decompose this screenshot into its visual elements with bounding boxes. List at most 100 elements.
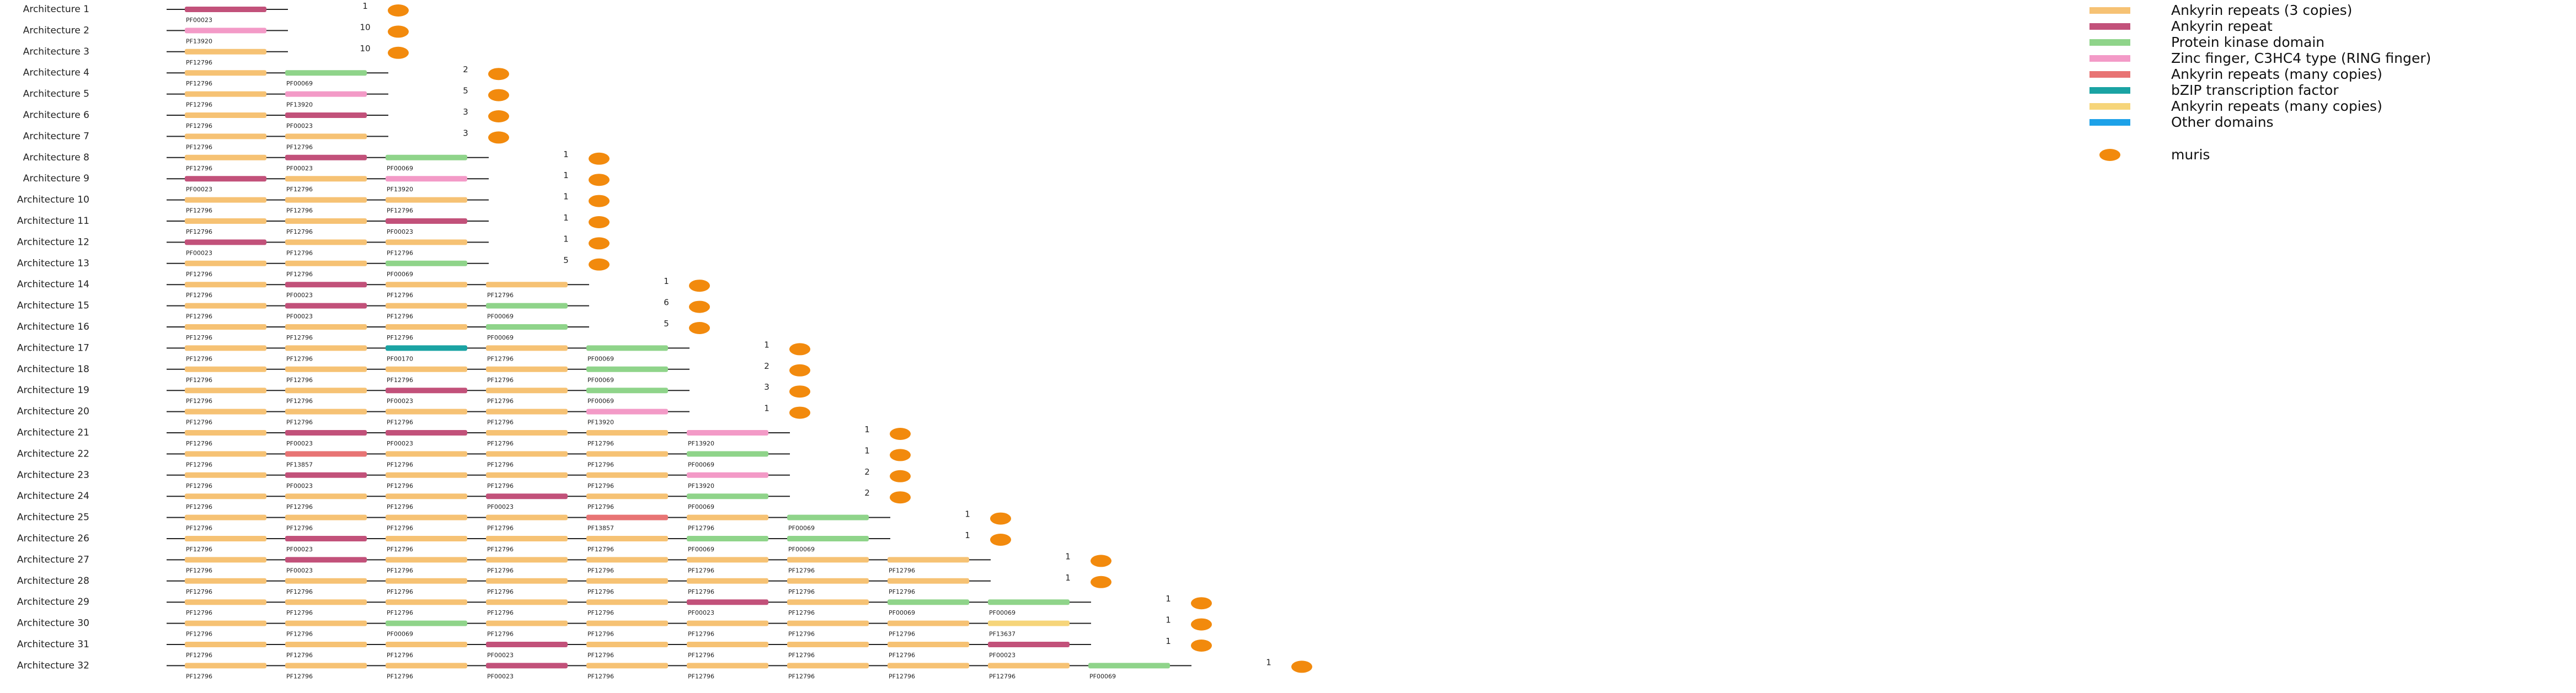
domain-bar bbox=[285, 642, 367, 647]
architecture-row: Architecture 15 PF12796 PF00023 PF12796 PF00… bbox=[17, 298, 710, 320]
domain-bar bbox=[486, 472, 568, 478]
domain-bar bbox=[285, 366, 367, 372]
domain-code-label: PF12796 bbox=[186, 461, 212, 468]
domain-code-label: PF12796 bbox=[487, 292, 514, 299]
architecture-label: Architecture 24 bbox=[17, 491, 89, 502]
domain-bar bbox=[185, 7, 266, 12]
domain-bar bbox=[787, 599, 869, 605]
domain-code-label: PF12796 bbox=[688, 588, 714, 595]
domain-bar bbox=[185, 70, 266, 76]
domain-code-label: PF12796 bbox=[387, 482, 413, 490]
domain-code-label: PF12796 bbox=[186, 609, 212, 616]
domain-code-label: PF00023 bbox=[286, 292, 313, 299]
domain-code-label: PF12796 bbox=[286, 228, 313, 235]
domain-bar bbox=[285, 663, 367, 669]
species-marker bbox=[789, 406, 810, 419]
domain-bar bbox=[285, 472, 367, 478]
domain-code-label: PF12796 bbox=[387, 313, 413, 320]
domain-bar bbox=[185, 599, 266, 605]
domain-bar bbox=[386, 154, 467, 160]
architecture-row: Architecture 6 PF12796 PF00023 3 bbox=[23, 107, 509, 130]
domain-code-label: PF12796 bbox=[487, 397, 514, 405]
domain-code-label: PF12796 bbox=[889, 567, 915, 574]
architecture-row: Architecture 31 PF12796 PF12796 PF12796 PF00… bbox=[17, 636, 1212, 659]
domain-code-label: PF12796 bbox=[286, 397, 313, 405]
domain-code-label: PF00023 bbox=[286, 440, 313, 447]
legend-swatch bbox=[2089, 119, 2130, 126]
legend-label: Protein kinase domain bbox=[2171, 34, 2324, 50]
domain-code-label: PF12796 bbox=[186, 122, 212, 130]
legend-swatch bbox=[2089, 103, 2130, 110]
species-count: 2 bbox=[864, 488, 870, 498]
species-count: 1 bbox=[1266, 657, 1271, 667]
domain-code-label: PF12796 bbox=[186, 59, 212, 66]
species-count: 1 bbox=[764, 340, 769, 350]
domain-bar bbox=[285, 324, 367, 330]
domain-code-label: PF12796 bbox=[487, 440, 514, 447]
domain-bar bbox=[687, 472, 768, 478]
architecture-row: Architecture 10 PF12796 PF12796 PF12796 1 bbox=[17, 192, 610, 214]
architecture-label: Architecture 12 bbox=[17, 237, 89, 248]
domain-code-label: PF00069 bbox=[587, 355, 614, 362]
species-count: 1 bbox=[1065, 573, 1071, 583]
domain-code-label: PF12796 bbox=[688, 631, 714, 638]
domain-bar bbox=[687, 451, 768, 457]
domain-code-label: PF00023 bbox=[286, 165, 313, 172]
domain-bar bbox=[888, 578, 969, 584]
species-marker bbox=[488, 89, 509, 101]
species-marker bbox=[488, 110, 509, 122]
legend-entry: bZIP transcription factor bbox=[2089, 82, 2339, 98]
domain-code-label: PF12796 bbox=[387, 567, 413, 574]
architecture-row: Architecture 28 PF12796 PF12796 PF12796 PF12… bbox=[17, 573, 1111, 595]
domain-code-label: PF00023 bbox=[186, 186, 212, 193]
domain-bar bbox=[285, 282, 367, 288]
legend-entry: Protein kinase domain bbox=[2089, 34, 2324, 50]
species-count: 1 bbox=[965, 509, 970, 519]
architecture-label: Architecture 16 bbox=[17, 321, 89, 332]
domain-code-label: PF12796 bbox=[186, 313, 212, 320]
domain-bar bbox=[285, 536, 367, 541]
species-marker bbox=[589, 258, 610, 271]
domain-bar bbox=[285, 345, 367, 351]
domain-code-label: PF00069 bbox=[286, 80, 313, 87]
domain-code-label: PF12796 bbox=[186, 207, 212, 214]
domain-bar bbox=[285, 218, 367, 224]
domain-bar bbox=[486, 366, 568, 372]
species-count: 3 bbox=[764, 382, 769, 392]
domain-bar bbox=[386, 218, 467, 224]
legend-entry: Ankyrin repeats (many copies) bbox=[2089, 98, 2382, 114]
domain-bar bbox=[586, 345, 668, 351]
legend-entry: Ankyrin repeats (many copies) bbox=[2089, 66, 2382, 82]
architecture-label: Architecture 11 bbox=[17, 216, 89, 227]
domain-code-label: PF12796 bbox=[688, 525, 714, 532]
legend: Ankyrin repeats (3 copies)Ankyrin repeat… bbox=[2089, 2, 2431, 163]
domain-bar bbox=[386, 197, 467, 203]
domain-code-label: PF12796 bbox=[186, 101, 212, 109]
legend-label: Ankyrin repeats (many copies) bbox=[2171, 98, 2382, 114]
domain-bar bbox=[586, 620, 668, 626]
architecture-label: Architecture 2 bbox=[23, 25, 89, 36]
species-marker bbox=[589, 237, 610, 250]
domain-code-label: PF12796 bbox=[587, 609, 614, 616]
domain-code-label: PF00023 bbox=[688, 609, 714, 616]
architecture-row: Architecture 12 PF00023 PF12796 PF12796 1 bbox=[17, 234, 610, 256]
domain-code-label: PF12796 bbox=[387, 609, 413, 616]
domain-code-label: PF12796 bbox=[587, 567, 614, 574]
domain-code-label: PF12796 bbox=[788, 609, 815, 616]
species-count: 1 bbox=[563, 149, 569, 159]
domain-bar bbox=[185, 663, 266, 669]
domain-code-label: PF00023 bbox=[186, 17, 212, 24]
architecture-label: Architecture 26 bbox=[17, 533, 89, 544]
domain-bar bbox=[586, 451, 668, 457]
domain-bar bbox=[285, 239, 367, 245]
architecture-label: Architecture 25 bbox=[17, 512, 89, 523]
domain-code-label: PF12796 bbox=[186, 503, 212, 511]
domain-bar bbox=[988, 620, 1070, 626]
domain-code-label: PF12796 bbox=[387, 334, 413, 341]
domain-bar bbox=[787, 514, 869, 520]
domain-bar bbox=[185, 176, 266, 182]
domain-code-label: PF12796 bbox=[487, 355, 514, 362]
domain-code-label: PF13920 bbox=[688, 482, 714, 490]
domain-code-label: PF12796 bbox=[487, 609, 514, 616]
